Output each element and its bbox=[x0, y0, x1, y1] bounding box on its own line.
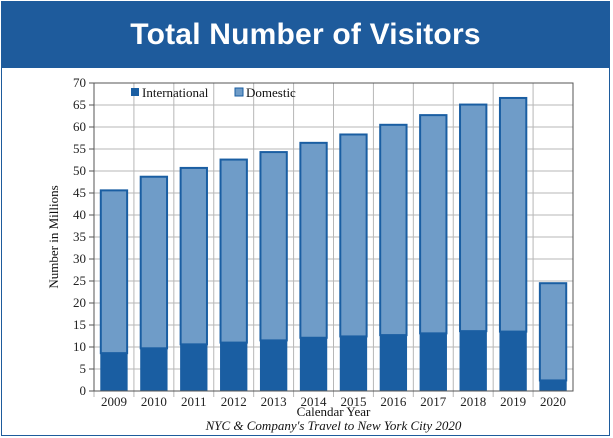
y-tick-label: 0 bbox=[80, 383, 87, 398]
tick-labels: 0 5 10 15 20 25 30 35 40 45 50 55 60 65 70 2009 2010 2011… bbox=[73, 75, 566, 409]
bar-international bbox=[539, 379, 567, 392]
y-tick-label: 30 bbox=[73, 251, 86, 266]
y-tick-label: 35 bbox=[73, 229, 86, 244]
title-banner: Total Number of Visitors bbox=[2, 2, 609, 68]
chart-title: Total Number of Visitors bbox=[130, 18, 481, 51]
x-tick-label: 2009 bbox=[101, 394, 127, 409]
y-tick-label: 40 bbox=[73, 207, 86, 222]
bar-international bbox=[459, 330, 487, 392]
legend-swatch-domestic bbox=[234, 87, 244, 97]
x-tick-label: 2011 bbox=[181, 394, 207, 409]
x-tick-label: 2010 bbox=[141, 394, 167, 409]
bar-domestic bbox=[219, 158, 248, 344]
bars bbox=[99, 96, 568, 392]
x-tick-label: 2018 bbox=[460, 394, 486, 409]
legend-label-international: International bbox=[142, 85, 209, 100]
bar-international bbox=[419, 332, 447, 392]
bar-domestic bbox=[139, 175, 169, 350]
y-tick-label: 60 bbox=[73, 119, 86, 134]
bar-domestic bbox=[99, 189, 129, 355]
x-tick-label: 2012 bbox=[221, 394, 247, 409]
x-tick-label: 2020 bbox=[540, 394, 566, 409]
x-tick-label: 2015 bbox=[340, 394, 366, 409]
plot-border bbox=[93, 82, 574, 392]
x-tick-label: 2019 bbox=[500, 394, 526, 409]
bar-domestic bbox=[419, 114, 448, 335]
y-tick-label: 25 bbox=[73, 273, 86, 288]
legend: International Domestic bbox=[131, 85, 296, 100]
bar-international bbox=[140, 347, 168, 392]
bar-domestic bbox=[379, 123, 408, 337]
y-tick-label: 10 bbox=[73, 339, 86, 354]
bar-domestic bbox=[339, 133, 368, 338]
bar-domestic bbox=[179, 166, 208, 346]
y-tick-label: 55 bbox=[73, 141, 86, 156]
x-tick-label: 2013 bbox=[261, 394, 287, 409]
y-axis-label: Number in Millions bbox=[46, 185, 61, 288]
x-tick-label: 2014 bbox=[301, 394, 328, 409]
bar-domestic bbox=[299, 141, 328, 339]
legend-label-domestic: Domestic bbox=[246, 85, 296, 100]
y-tick-label: 45 bbox=[73, 185, 86, 200]
bar-international bbox=[339, 335, 368, 392]
legend-swatch-international bbox=[131, 88, 139, 96]
bar-domestic bbox=[259, 151, 288, 342]
y-tick-label: 70 bbox=[73, 75, 86, 90]
bar-international bbox=[499, 331, 527, 392]
bar-domestic bbox=[459, 103, 488, 333]
source-note: NYC & Company's Travel to New York City … bbox=[205, 418, 462, 433]
x-tick-label: 2016 bbox=[380, 394, 407, 409]
bar-international bbox=[379, 334, 408, 392]
x-axis-label: Calendar Year bbox=[297, 404, 371, 419]
bar-international bbox=[220, 342, 248, 392]
bar-domestic bbox=[538, 282, 568, 382]
y-tick-label: 65 bbox=[73, 97, 86, 112]
bar-domestic bbox=[498, 96, 528, 333]
bar-international bbox=[180, 343, 208, 392]
y-tick-label: 5 bbox=[80, 361, 87, 376]
y-tick-label: 15 bbox=[73, 317, 86, 332]
y-tick-label: 50 bbox=[73, 163, 86, 178]
bar-international bbox=[259, 339, 288, 392]
bar-international bbox=[100, 352, 128, 392]
x-tick-label: 2017 bbox=[420, 394, 447, 409]
y-tick-label: 20 bbox=[73, 295, 86, 310]
bar-international bbox=[299, 337, 328, 392]
